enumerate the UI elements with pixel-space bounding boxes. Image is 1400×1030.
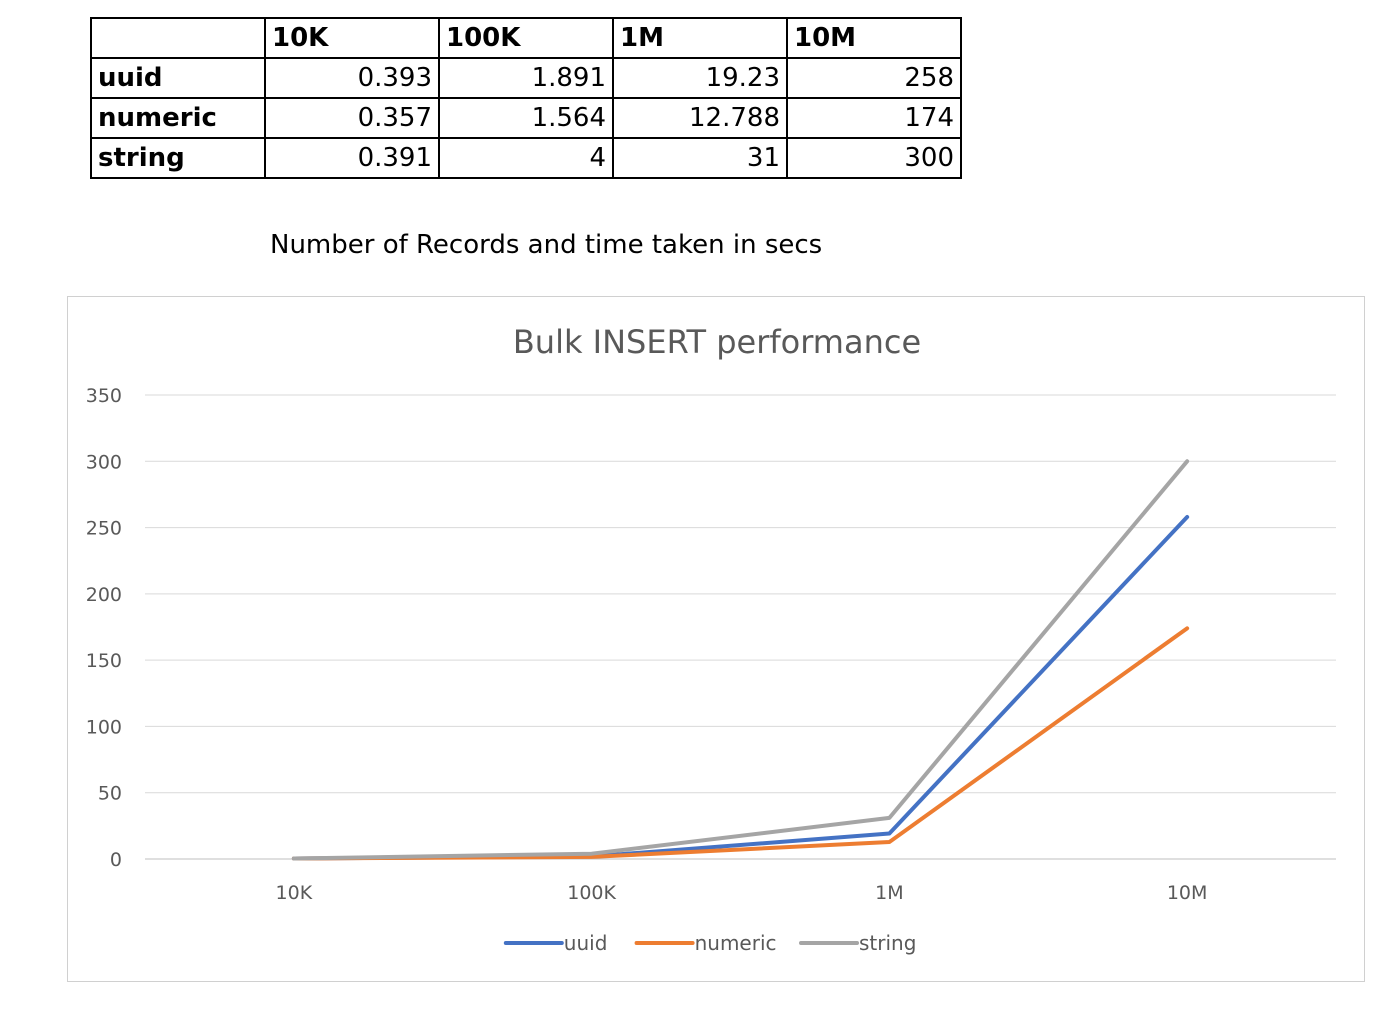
- table-cell: 4: [438, 137, 614, 179]
- grid-lines: [145, 394, 1336, 860]
- x-tick-label: 100K: [567, 882, 616, 904]
- table-row: uuid 0.393 1.891 19.23 258: [90, 57, 962, 99]
- legend: uuid numeric string: [503, 931, 916, 955]
- table-cell: 258: [786, 57, 962, 99]
- series-lines: [291, 459, 1190, 861]
- table-row: numeric 0.357 1.564 12.788 174: [90, 97, 962, 139]
- data-table: 10K 100K 1M 10M uuid 0.393 1.891 19.23 2…: [90, 17, 962, 179]
- table-cell: 1.564: [438, 97, 614, 139]
- x-tick-label: 10K: [276, 882, 313, 904]
- table-row-header: numeric: [90, 97, 266, 139]
- table-header-row: 10K 100K 1M 10M: [90, 17, 962, 59]
- chart-title: Bulk INSERT performance: [513, 323, 921, 361]
- legend-label-string: string: [859, 931, 916, 955]
- table-row-header: uuid: [90, 57, 266, 99]
- table-cell: 19.23: [612, 57, 788, 99]
- table-row: string 0.391 4 31 300: [90, 137, 962, 179]
- table-column-header: 100K: [438, 17, 614, 59]
- series-line-numeric: [291, 626, 1190, 861]
- y-tick-label: 150: [86, 650, 122, 672]
- x-axis-ticks: 10K 100K 1M 10M: [276, 882, 1208, 904]
- table-column-header: 10M: [786, 17, 962, 59]
- table-row-header: string: [90, 137, 266, 179]
- table-cell: 0.357: [264, 97, 440, 139]
- x-tick-label: 10M: [1167, 882, 1208, 904]
- table-column-header: 10K: [264, 17, 440, 59]
- table-cell: 300: [786, 137, 962, 179]
- series-line-uuid: [291, 514, 1190, 861]
- table-cell: 174: [786, 97, 962, 139]
- y-tick-label: 250: [86, 518, 122, 540]
- y-tick-label: 300: [86, 451, 122, 473]
- y-tick-label: 50: [98, 783, 122, 805]
- table-column-header: 1M: [612, 17, 788, 59]
- table-cell: 0.393: [264, 57, 440, 99]
- y-tick-label: 350: [86, 385, 122, 407]
- y-tick-label: 0: [110, 849, 122, 871]
- table-cell: 0.391: [264, 137, 440, 179]
- table-cell: 31: [612, 137, 788, 179]
- legend-label-numeric: numeric: [695, 931, 777, 955]
- y-axis-ticks: 0 50 100 150 200 250 300 350: [86, 385, 122, 871]
- chart-frame: Bulk INSERT performance 0 50 100 150 200 250 3…: [67, 296, 1365, 982]
- series-line-string: [291, 459, 1190, 861]
- legend-label-uuid: uuid: [564, 931, 608, 955]
- table-cell: 12.788: [612, 97, 788, 139]
- y-tick-label: 200: [86, 584, 122, 606]
- table-corner-cell: [90, 17, 266, 59]
- table-caption: Number of Records and time taken in secs: [270, 230, 823, 260]
- line-chart: Bulk INSERT performance 0 50 100 150 200 250 3…: [86, 323, 1336, 955]
- table-cell: 1.891: [438, 57, 614, 99]
- y-tick-label: 100: [86, 716, 122, 738]
- x-tick-label: 1M: [875, 882, 903, 904]
